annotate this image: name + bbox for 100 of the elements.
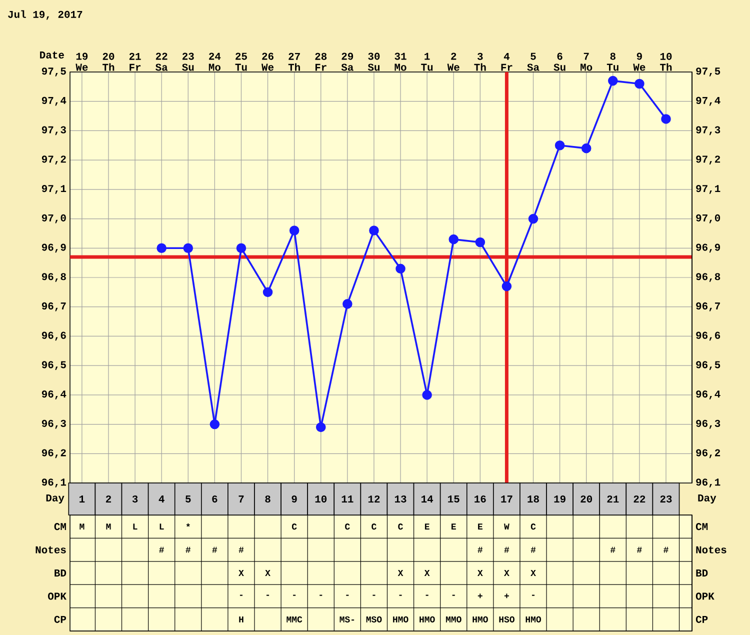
- x-tick-label: 14: [421, 496, 434, 502]
- y-tick-label: 96,5: [42, 361, 66, 370]
- text: MMO: [446, 616, 462, 622]
- y-tick-label: 97,5: [42, 68, 66, 76]
- point: [608, 76, 618, 86]
- y2-tick-label: Notes: [696, 546, 726, 554]
- x-tick-label: 9: [292, 495, 297, 503]
- y2-tick-label: 96,7: [696, 302, 720, 312]
- y-tick-label: BD: [54, 570, 66, 576]
- x-tick-label: 29 Sa: [341, 52, 354, 71]
- text: #: [530, 546, 536, 553]
- y-tick-label: 97,3: [42, 126, 66, 136]
- point: [554, 140, 565, 150]
- x-tick-label: 28 Fr: [315, 52, 327, 71]
- x-tick-label: 18: [528, 495, 539, 503]
- text: X: [398, 570, 404, 576]
- x-tick-label: 21 Fr: [129, 52, 141, 71]
- text: MSO: [366, 616, 382, 622]
- y-tick-label: CM: [54, 523, 66, 530]
- y2-tick-label: 97,3: [696, 126, 720, 136]
- text: -: [532, 594, 535, 596]
- text: C: [398, 524, 403, 530]
- text: HMO: [526, 616, 542, 622]
- text: HMO: [420, 616, 435, 622]
- text: #: [159, 546, 164, 553]
- x-axis-title: Day: [46, 494, 64, 504]
- text: HMO: [472, 616, 488, 622]
- x-tick-label: 19: [554, 495, 566, 503]
- x-tick-label: 1 Tu: [421, 52, 433, 71]
- text: +: [504, 594, 509, 598]
- point: [475, 237, 486, 248]
- text: W: [504, 524, 510, 530]
- point: [236, 243, 246, 254]
- x-tick-label: 2: [106, 496, 112, 502]
- x-tick-label: 17: [501, 496, 512, 502]
- y2-tick-label: BD: [696, 570, 708, 576]
- text: +: [478, 594, 482, 598]
- text: H: [239, 616, 244, 622]
- text: -: [452, 594, 455, 596]
- x-tick-label: 9 We: [633, 52, 646, 71]
- text: -: [399, 594, 402, 596]
- x-tick-label: 6 Su: [554, 52, 566, 71]
- y-tick-label: 97,0: [42, 214, 66, 224]
- x-tick-label: 4: [158, 496, 164, 502]
- point: [156, 243, 166, 254]
- text: HSO: [499, 616, 514, 622]
- text: -: [426, 594, 428, 596]
- y-tick-label: 96,4: [42, 390, 66, 400]
- y2-tick-label: 97,5: [696, 68, 720, 76]
- y2-tick-label: OPK: [696, 592, 714, 600]
- y2-tick-label: 96,9: [696, 244, 720, 253]
- y-tick-label: OPK: [48, 592, 66, 600]
- x-tick-label: 8: [265, 495, 270, 503]
- text: C: [345, 524, 350, 530]
- text: *: [186, 523, 190, 527]
- point: [422, 390, 432, 400]
- text: C: [530, 524, 536, 530]
- text: #: [504, 546, 510, 553]
- text: -: [240, 594, 242, 596]
- point: [316, 422, 326, 432]
- x-tick-label: 21: [607, 496, 619, 502]
- text: #: [610, 546, 616, 553]
- point: [289, 226, 300, 236]
- text: X: [530, 570, 536, 576]
- y-tick-label: 96,6: [42, 332, 66, 341]
- x-tick-label: 27 Th: [288, 52, 300, 71]
- text: M: [80, 524, 84, 530]
- y2-tick-label: 97,0: [696, 214, 720, 224]
- y2-tick-label: 96,8: [696, 273, 720, 282]
- x-tick-label: 13: [394, 495, 406, 503]
- text: E: [424, 524, 430, 530]
- x-tick-label: 31 Mo: [394, 52, 406, 71]
- text: MMC: [286, 616, 302, 622]
- text: -: [266, 594, 270, 596]
- x-tick-label: 30 Su: [368, 52, 380, 71]
- y-tick-label: 97,2: [42, 156, 66, 164]
- x-tick-label: 16: [474, 495, 486, 503]
- y2-tick-label: CP: [696, 616, 708, 623]
- y-tick-label: 96,8: [42, 273, 66, 282]
- y-tick-label: 96,1: [42, 478, 66, 488]
- y2-tick-label: 96,2: [696, 449, 720, 458]
- x-tick-label: 11: [342, 496, 354, 502]
- x-tick-label: 1: [80, 496, 85, 502]
- x-tick-label: 5: [186, 496, 191, 503]
- y2-tick-label: 96,1: [696, 478, 720, 488]
- y-tick-label: 96,9: [42, 244, 66, 253]
- x-tick-label: 7: [238, 496, 244, 502]
- point: [634, 78, 644, 89]
- text: MS-: [340, 616, 354, 622]
- x-tick-label: 3: [132, 495, 138, 503]
- text: X: [504, 570, 510, 576]
- y-tick-label: 97,1: [42, 184, 66, 194]
- chart-title: Jul 19, 2017: [8, 10, 82, 20]
- text: -: [346, 594, 349, 596]
- point: [448, 234, 459, 244]
- x-tick-label: 22 Sa: [156, 52, 168, 71]
- x-tick-label: 22: [634, 496, 646, 502]
- x-tick-label: 10 Th: [660, 52, 672, 71]
- x-tick-label: 4 Fr: [501, 52, 512, 71]
- x-tick-label: 20: [580, 495, 592, 503]
